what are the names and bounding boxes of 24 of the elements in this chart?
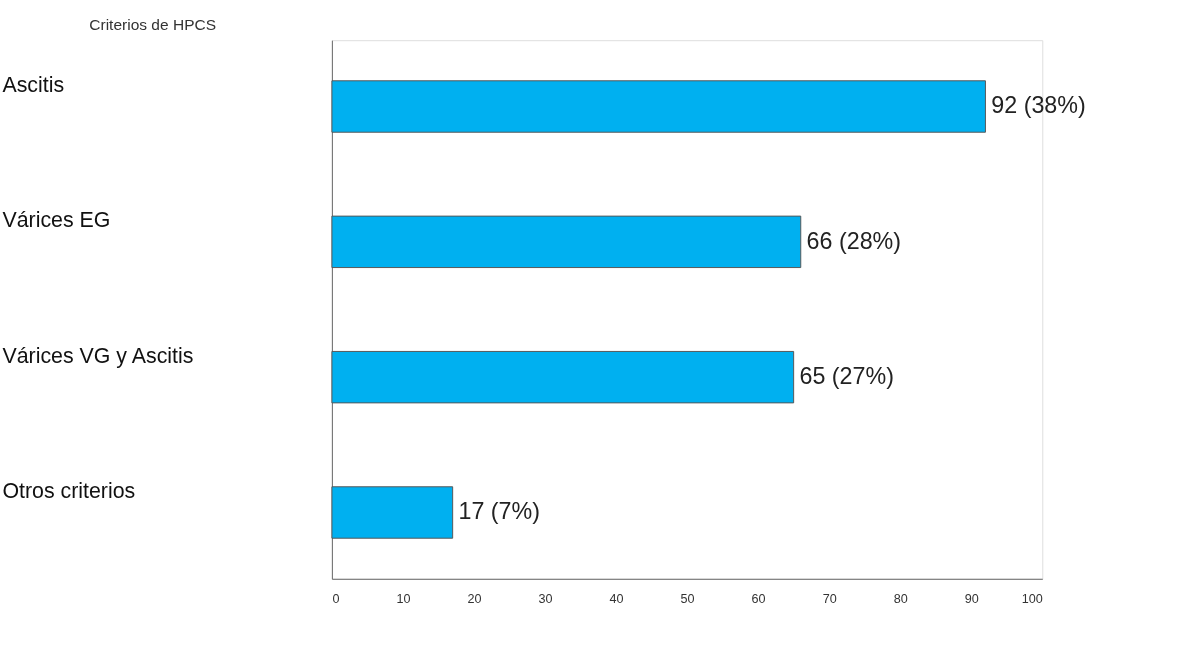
x-tick-label: 0 (332, 591, 340, 606)
x-tick-label: 80 (893, 591, 908, 606)
y-tick-label: Ascitis (2, 72, 65, 97)
text: Criterios de HPCS (89, 15, 217, 33)
bar (331, 350, 795, 404)
bar (331, 80, 986, 133)
y-tick-label: Várices VG y Ascitis (2, 343, 194, 368)
x-tick-label: 100 (1021, 591, 1043, 606)
bar (331, 215, 802, 269)
y-tick-label: Várices EG (2, 208, 111, 233)
x-tick-label: 90 (964, 591, 979, 606)
x-tick-label: 50 (680, 591, 695, 606)
y-tick-label: Otros criterios (2, 478, 136, 503)
bar (331, 486, 454, 539)
data-label: 65 (27%) (799, 362, 894, 389)
x-tick-label: 40 (609, 591, 624, 606)
data-label: 92 (38%) (991, 92, 1086, 119)
x-tick-label: 20 (467, 591, 482, 606)
x-tick-label: 10 (396, 591, 411, 606)
x-tick-label: 60 (751, 591, 766, 606)
data-label: 17 (7%) (458, 498, 541, 525)
x-tick-label: 30 (538, 591, 553, 606)
x-tick-label: 70 (822, 591, 837, 606)
data-label: 66 (28%) (806, 227, 902, 254)
